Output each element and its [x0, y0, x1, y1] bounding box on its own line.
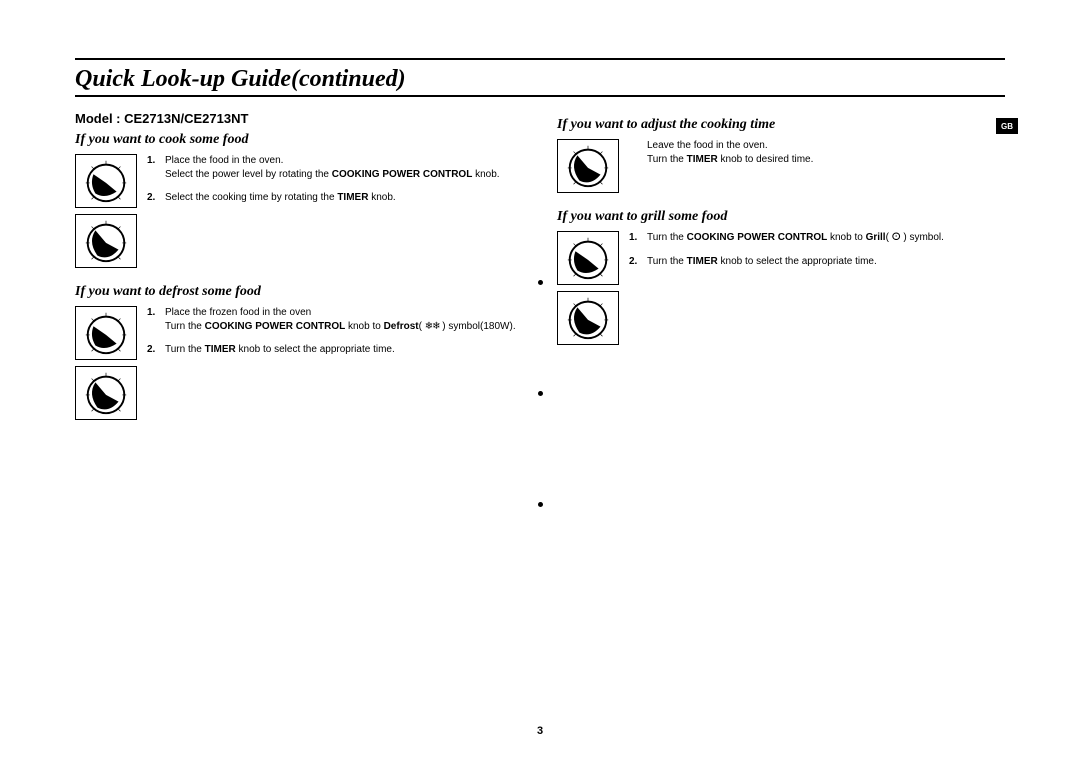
step-list: Leave the food in the oven.Turn the TIME… — [629, 139, 813, 193]
timer-dial-icon — [557, 291, 619, 345]
step-item: 2.Turn the TIMER knob to select the appr… — [629, 255, 944, 269]
dial-stack — [75, 154, 137, 268]
step-number: 1. — [147, 154, 165, 181]
step-text: Turn the TIMER knob to select the approp… — [647, 255, 877, 269]
step-item: 1.Place the food in the oven.Select the … — [147, 154, 500, 181]
step-list: 1.Place the food in the oven.Select the … — [147, 154, 500, 268]
left-column: Model : CE2713N/CE2713NT If you want to … — [75, 111, 523, 436]
step-text: Place the frozen food in the ovenTurn th… — [165, 306, 516, 333]
section-block-defrost: 1.Place the frozen food in the ovenTurn … — [75, 306, 523, 420]
section-block-adjust: Leave the food in the oven.Turn the TIME… — [557, 139, 1005, 193]
power-dial-icon — [557, 231, 619, 285]
step-number: 2. — [147, 191, 165, 205]
step-number: 2. — [629, 255, 647, 269]
timer-dial-icon — [557, 139, 619, 193]
top-rule — [75, 58, 1005, 60]
step-number: 1. — [147, 306, 165, 333]
step-text: Leave the food in the oven.Turn the TIME… — [647, 139, 813, 166]
dial-stack — [557, 139, 619, 193]
step-text: Turn the TIMER knob to select the approp… — [165, 343, 395, 357]
step-number: 1. — [629, 231, 647, 245]
right-column: If you want to adjust the cooking time L… — [557, 111, 1005, 436]
section-block-cook: 1.Place the food in the oven.Select the … — [75, 154, 523, 268]
language-tab: GB — [996, 118, 1018, 134]
step-item: 1.Place the frozen food in the ovenTurn … — [147, 306, 516, 333]
section-heading-cook: If you want to cook some food — [75, 132, 523, 148]
binding-dots — [538, 280, 543, 507]
step-text: Select the cooking time by rotating the … — [165, 191, 396, 205]
dial-stack — [75, 306, 137, 420]
section-block-grill: 1.Turn the COOKING POWER CONTROL knob to… — [557, 231, 1005, 345]
step-list: 1.Turn the COOKING POWER CONTROL knob to… — [629, 231, 944, 345]
power-dial-icon — [75, 306, 137, 360]
step-number — [629, 139, 647, 166]
section-heading-adjust: If you want to adjust the cooking time — [557, 117, 1005, 133]
section-heading-defrost: If you want to defrost some food — [75, 284, 523, 300]
step-item: Leave the food in the oven.Turn the TIME… — [629, 139, 813, 166]
model-label: Model : CE2713N/CE2713NT — [75, 111, 523, 126]
step-text: Place the food in the oven.Select the po… — [165, 154, 500, 181]
timer-dial-icon — [75, 366, 137, 420]
timer-dial-icon — [75, 214, 137, 268]
step-text: Turn the COOKING POWER CONTROL knob to G… — [647, 231, 944, 245]
step-list: 1.Place the frozen food in the ovenTurn … — [147, 306, 516, 420]
step-item: 2.Turn the TIMER knob to select the appr… — [147, 343, 516, 357]
page-number: 3 — [537, 725, 543, 737]
under-title-rule — [75, 95, 1005, 97]
section-heading-grill: If you want to grill some food — [557, 209, 1005, 225]
step-number: 2. — [147, 343, 165, 357]
page-title: Quick Look-up Guide(continued) — [75, 66, 1005, 93]
dial-stack — [557, 231, 619, 345]
step-item: 2.Select the cooking time by rotating th… — [147, 191, 500, 205]
power-dial-icon — [75, 154, 137, 208]
step-item: 1.Turn the COOKING POWER CONTROL knob to… — [629, 231, 944, 245]
